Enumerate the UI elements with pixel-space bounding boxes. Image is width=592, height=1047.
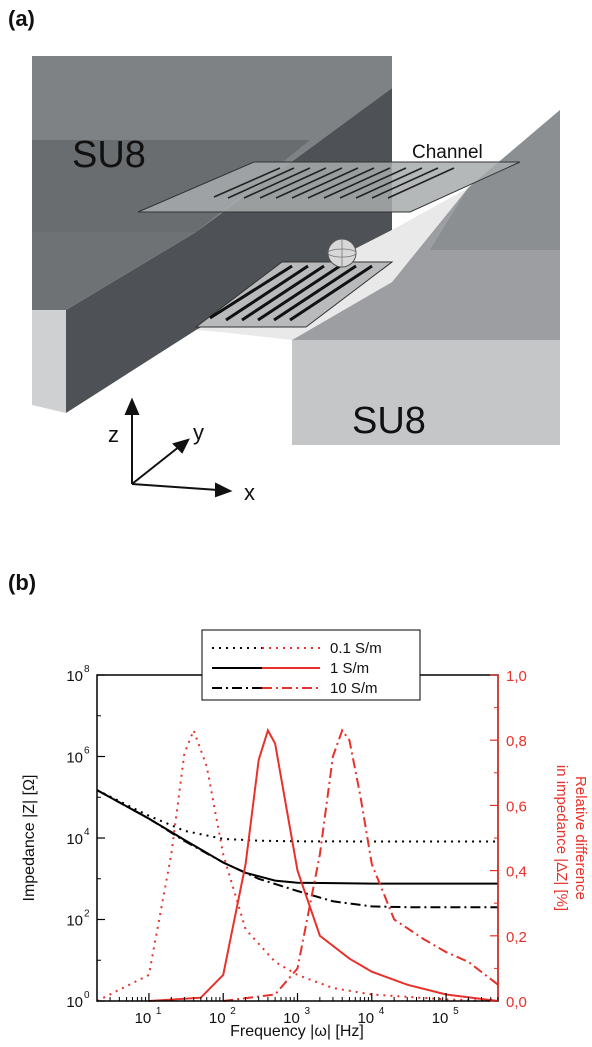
y-left-tick-label: 10 (66, 668, 83, 685)
x-tick-exponent: 3 (305, 1006, 311, 1017)
su8-right-top-shade (430, 110, 560, 250)
x-tick-label: 10 (357, 1010, 374, 1027)
y-right-tick-label: 1,0 (506, 668, 527, 685)
y-left-tick-label: 10 (66, 994, 83, 1011)
x-tick-exponent: 5 (453, 1006, 459, 1017)
coordinate-axes (124, 397, 233, 498)
y-left-tick-label: 10 (66, 750, 83, 767)
impedance-line-2 (96, 789, 498, 909)
x-tick-label: 10 (283, 1010, 300, 1027)
impedance-chart: 10 1 10 2 10 3 10 4 10 510 010 210 410 610 80,00,20,40… (21, 629, 589, 1040)
axis-x-label: x (244, 480, 255, 505)
panel-b-label: (b) (8, 570, 37, 595)
legend-label-1: 1 S/m (330, 660, 369, 677)
y-left-tick-exponent: 0 (84, 990, 90, 1001)
top-electrode-fingers (213, 167, 455, 199)
y-axis-left-title: Impedance |Z| [Ω] (21, 775, 38, 902)
legend-label-0: 0.1 S/m (330, 640, 382, 657)
legend-box (201, 629, 421, 701)
plot-frame (96, 674, 499, 1002)
legend-label-2: 10 S/m (330, 680, 378, 697)
y-left-tick-exponent: 2 (84, 909, 90, 920)
axis-z-label: z (108, 422, 119, 447)
x-tick-label: 10 (432, 1010, 449, 1027)
channel-label: Channel (412, 142, 483, 163)
x-tick-exponent: 2 (230, 1006, 236, 1017)
legend: 0.1 S/m 1 S/m 10 S/m (201, 629, 421, 701)
y-left-tick-exponent: 4 (84, 827, 90, 838)
su8-left-front (32, 310, 66, 413)
y-right-tick-label: 0,0 (506, 994, 527, 1011)
y-left-tick-label: 10 (66, 831, 83, 848)
y-right-tick-label: 0,2 (506, 929, 527, 946)
x-tick-exponent: 4 (379, 1006, 385, 1017)
panel-a-label: (a) (8, 6, 35, 31)
relative-diff-line-4 (148, 727, 499, 1002)
channel-schematic: SU8 SU8 Channel z y x (32, 56, 560, 505)
su8-right-front (292, 340, 560, 445)
bottom-electrode-fingers (209, 264, 373, 322)
su8-top-label: SU8 (72, 134, 146, 176)
y-right-tick-label: 0,4 (506, 864, 527, 881)
su8-left-top-shade (32, 140, 310, 232)
y-left-tick-label: 10 (66, 913, 83, 930)
relative-diff-line-5 (223, 728, 499, 1002)
relative-diff-line-3 (96, 727, 499, 1002)
x-axis-title: Frequency |ω| [Hz] (230, 1023, 364, 1040)
y-right-tick-label: 0,6 (506, 798, 527, 815)
su8-left-lower-top (32, 232, 196, 310)
x-tick-label: 10 (135, 1010, 152, 1027)
y-left-tick-exponent: 6 (84, 746, 90, 757)
y-axis-right-title-line1: Relative difference (572, 776, 589, 900)
impedance-line-0 (96, 789, 498, 843)
x-tick-label: 10 (209, 1010, 226, 1027)
su8-bottom-label: SU8 (352, 400, 426, 442)
y-axis-right-title-line2: in impedance |ΔZ| [%] (553, 765, 570, 911)
x-tick-exponent: 1 (156, 1006, 162, 1017)
y-right-tick-label: 0,8 (506, 733, 527, 750)
axis-y-label: y (193, 420, 204, 445)
y-left-tick-exponent: 8 (84, 664, 90, 675)
